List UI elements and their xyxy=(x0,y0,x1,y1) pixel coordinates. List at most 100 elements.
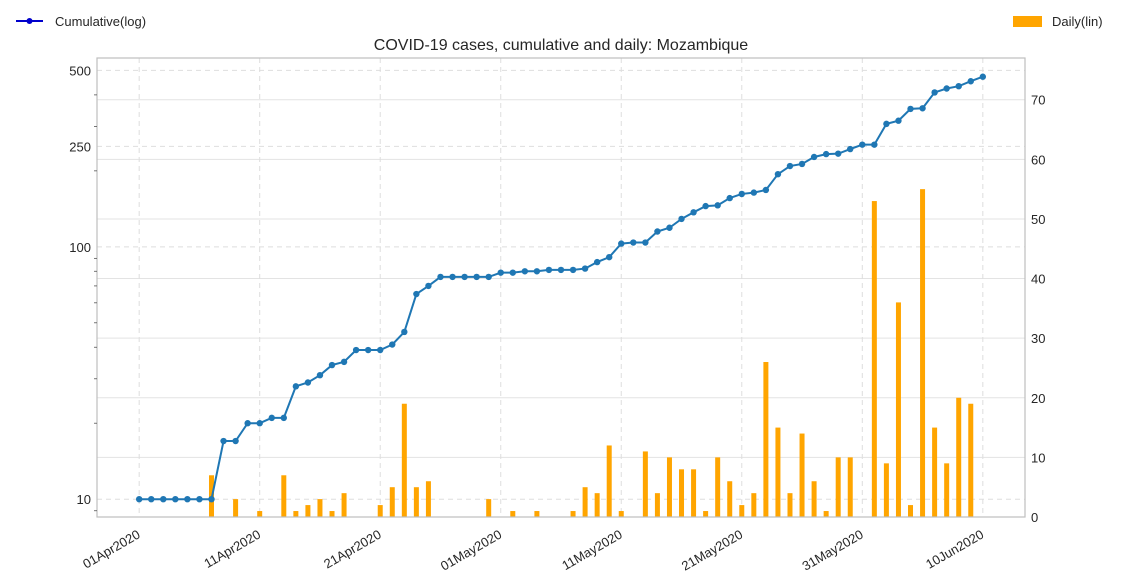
x-tick-label: 21Apr2020 xyxy=(321,527,384,572)
legend-cumulative: Cumulative(log) xyxy=(16,14,146,29)
daily-bar xyxy=(317,499,323,517)
cumulative-point xyxy=(509,269,516,276)
daily-bar xyxy=(799,433,805,517)
daily-bar xyxy=(281,475,287,517)
cumulative-point xyxy=(666,224,673,231)
y-left-tick-label: 100 xyxy=(69,240,91,255)
daily-bar xyxy=(305,505,311,517)
daily-bar xyxy=(871,201,877,517)
daily-bar xyxy=(389,487,395,517)
cumulative-point xyxy=(232,437,239,445)
cumulative-point xyxy=(545,266,553,274)
x-tick-label: 21May2020 xyxy=(679,527,745,574)
chart-title: COVID-19 cases, cumulative and daily: Mo… xyxy=(374,37,748,54)
cumulative-point xyxy=(196,495,203,503)
x-axis: 01Apr2020 11Apr2020 21Apr2020 01May2020 11Ma… xyxy=(80,527,986,574)
daily-bar xyxy=(835,457,841,517)
daily-bar xyxy=(642,451,648,517)
daily-bar xyxy=(486,499,492,517)
cumulative-point xyxy=(425,282,432,290)
daily-bar xyxy=(763,362,769,517)
cumulative-point xyxy=(461,273,468,281)
x-tick-label: 01Apr2020 xyxy=(80,527,143,572)
daily-bar xyxy=(679,469,685,517)
cumulative-point xyxy=(955,82,962,90)
y-right-tick-label: 50 xyxy=(1031,212,1045,227)
daily-bar xyxy=(775,427,781,517)
cumulative-point xyxy=(497,269,504,276)
y-axis-left: 10 100 250 500 xyxy=(69,63,97,512)
y-right-tick-label: 0 xyxy=(1031,510,1038,525)
cumulative-point xyxy=(810,153,818,161)
cumulative-point xyxy=(714,202,721,209)
legend-cumulative-label: Cumulative(log) xyxy=(55,14,146,29)
y-right-tick-label: 40 xyxy=(1031,272,1045,287)
cumulative-point xyxy=(847,145,854,153)
daily-bar xyxy=(606,445,612,517)
daily-bar xyxy=(257,511,263,517)
daily-bar xyxy=(847,457,853,517)
cumulative-point xyxy=(919,105,926,112)
x-tick-label: 11May2020 xyxy=(559,527,625,573)
cumulative-line xyxy=(135,73,987,503)
daily-bar xyxy=(425,481,431,517)
cumulative-point xyxy=(135,495,143,503)
cumulative-point xyxy=(340,358,348,366)
cumulative-point xyxy=(413,290,420,298)
daily-bar xyxy=(715,457,721,517)
cumulative-point xyxy=(654,228,661,235)
daily-bar xyxy=(618,511,624,517)
cumulative-point xyxy=(148,495,155,503)
daily-bar xyxy=(534,511,540,517)
cumulative-point xyxy=(750,189,758,196)
y-left-tick-label: 250 xyxy=(69,139,91,154)
y-left-tick-label: 10 xyxy=(77,492,91,507)
cumulative-point xyxy=(618,240,625,247)
daily-bar xyxy=(920,189,926,517)
daily-bar xyxy=(413,487,419,517)
cumulative-point xyxy=(569,266,577,274)
y-right-tick-label: 60 xyxy=(1031,152,1045,167)
daily-bar xyxy=(401,403,407,517)
daily-bar xyxy=(823,511,829,517)
cumulative-point xyxy=(316,371,324,379)
cumulative-point xyxy=(304,379,312,386)
daily-bar xyxy=(341,493,347,517)
daily-bar xyxy=(727,481,733,517)
cumulative-point xyxy=(895,117,902,124)
daily-bar xyxy=(293,511,299,517)
daily-bar xyxy=(944,463,950,517)
cumulative-point xyxy=(979,73,987,80)
daily-bar xyxy=(570,511,576,517)
cumulative-point xyxy=(774,170,782,178)
daily-bar xyxy=(666,457,672,517)
daily-bar xyxy=(510,511,516,517)
y-right-tick-label: 30 xyxy=(1031,331,1045,346)
cumulative-point xyxy=(702,202,709,210)
y-right-tick-label: 20 xyxy=(1031,391,1045,406)
cumulative-point xyxy=(762,186,770,194)
cumulative-point xyxy=(244,420,251,427)
daily-bar xyxy=(377,505,383,517)
cumulative-point xyxy=(943,85,950,92)
cumulative-point xyxy=(521,268,529,275)
daily-bar xyxy=(811,481,817,517)
cumulative-point xyxy=(678,215,685,223)
cumulative-point xyxy=(328,361,336,369)
daily-bar xyxy=(654,493,660,517)
cumulative-point xyxy=(172,495,179,503)
cumulative-point xyxy=(364,346,372,354)
legend-daily-patch-swatch xyxy=(1013,16,1042,27)
cumulative-point xyxy=(786,162,794,170)
x-tick-label: 11Apr2020 xyxy=(201,527,263,571)
plot-area xyxy=(97,58,1025,517)
daily-bar xyxy=(908,505,914,517)
cumulative-point xyxy=(401,328,408,336)
cumulative-point xyxy=(533,268,541,275)
daily-bar xyxy=(883,463,889,517)
cumulative-point xyxy=(160,495,167,503)
y-left-tick-label: 500 xyxy=(69,63,91,78)
cumulative-point xyxy=(606,253,613,261)
daily-bar xyxy=(787,493,793,517)
cumulative-point xyxy=(593,258,601,266)
